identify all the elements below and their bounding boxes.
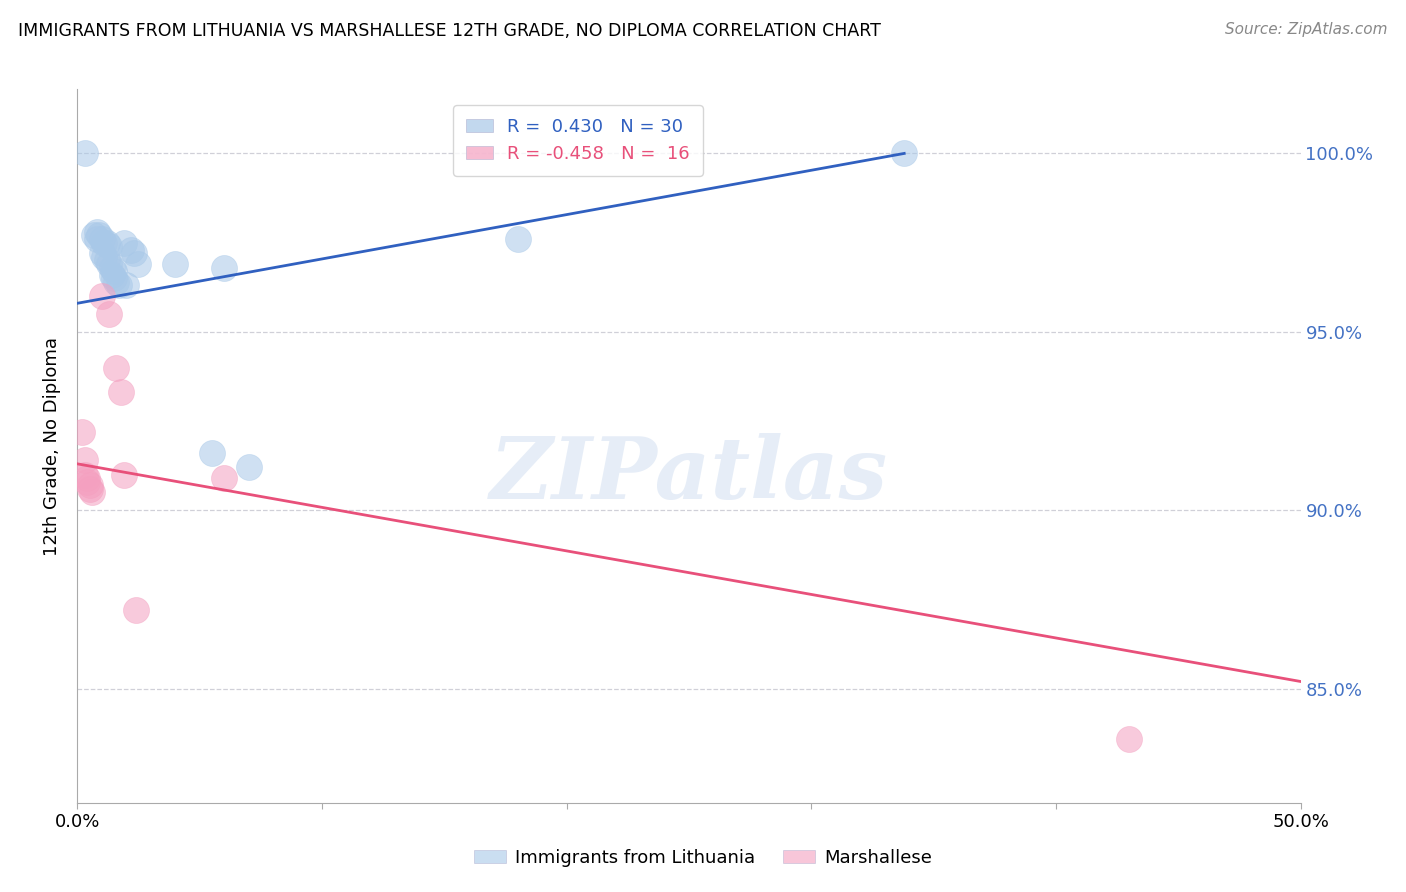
Point [76,475,98,489]
Point [96,253,118,268]
Point [212,260,235,275]
Point [79,482,101,496]
Point [79,478,101,492]
Point [93,250,115,264]
Point [98,257,121,271]
Point [165,257,187,271]
Point [80,485,103,500]
Point [120,243,142,257]
Point [1118,731,1140,746]
Point [70,425,93,439]
Point [893,146,915,161]
Point [105,360,128,375]
Point [108,278,131,293]
Text: IMMIGRANTS FROM LITHUANIA VS MARSHALLESE 12TH GRADE, NO DIPLOMA CORRELATION CHAR: IMMIGRANTS FROM LITHUANIA VS MARSHALLESE… [18,22,882,40]
Point [122,246,145,260]
Point [212,471,235,485]
Point [76,471,98,485]
Point [506,232,529,246]
Legend: Immigrants from Lithuania, Marshallese: Immigrants from Lithuania, Marshallese [467,842,939,874]
Point [100,260,122,275]
Point [112,467,135,482]
Point [201,446,224,460]
Y-axis label: 12th Grade, No Diploma: 12th Grade, No Diploma [44,336,62,556]
Point [100,268,122,282]
Point [112,235,135,250]
Point [90,232,112,246]
Point [238,460,260,475]
Point [83,228,105,243]
Point [103,264,125,278]
Point [86,232,108,246]
Point [98,239,121,253]
Point [128,257,150,271]
Point [86,225,108,239]
Point [73,453,96,467]
Point [90,246,112,260]
Point [115,278,138,293]
Point [73,467,96,482]
Point [89,228,111,243]
Point [93,235,115,250]
Point [90,289,112,303]
Point [73,146,96,161]
Text: Source: ZipAtlas.com: Source: ZipAtlas.com [1225,22,1388,37]
Text: ZIPatlas: ZIPatlas [489,433,889,516]
Point [96,235,118,250]
Point [110,385,132,400]
Point [98,307,121,321]
Point [105,275,128,289]
Point [125,603,148,617]
Legend: R =  0.430   N = 30, R = -0.458   N =  16: R = 0.430 N = 30, R = -0.458 N = 16 [453,105,703,176]
Point [103,271,125,285]
